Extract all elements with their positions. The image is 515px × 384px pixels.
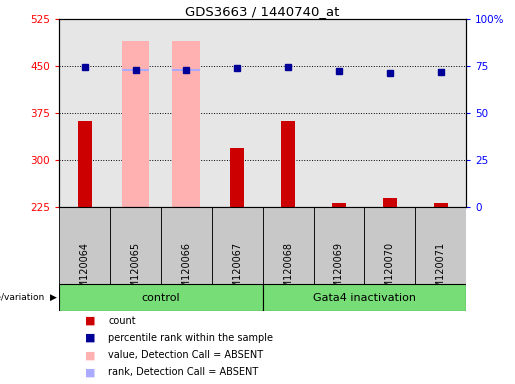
- Bar: [332, 203, 346, 207]
- Bar: [281, 121, 295, 207]
- Bar: [161, 207, 212, 284]
- Bar: [59, 19, 110, 207]
- Bar: [173, 69, 200, 71]
- Text: GSM120069: GSM120069: [334, 242, 344, 301]
- Bar: [161, 19, 212, 207]
- Bar: [314, 207, 364, 284]
- Bar: [434, 203, 448, 207]
- Bar: [212, 207, 263, 284]
- Bar: [415, 207, 466, 284]
- Text: GSM120065: GSM120065: [130, 242, 141, 301]
- Text: ■: ■: [85, 333, 95, 343]
- Bar: [263, 284, 466, 311]
- Bar: [212, 19, 263, 207]
- Text: percentile rank within the sample: percentile rank within the sample: [108, 333, 273, 343]
- Text: GSM120066: GSM120066: [181, 242, 192, 301]
- Bar: [59, 207, 110, 284]
- Text: ■: ■: [85, 367, 95, 377]
- Title: GDS3663 / 1440740_at: GDS3663 / 1440740_at: [185, 5, 340, 18]
- Bar: [364, 19, 415, 207]
- Bar: [415, 19, 466, 207]
- Bar: [110, 19, 161, 207]
- Bar: [122, 41, 149, 207]
- Bar: [59, 284, 263, 311]
- Text: GSM120070: GSM120070: [385, 242, 395, 301]
- Text: GSM120071: GSM120071: [436, 242, 445, 301]
- Text: GSM120064: GSM120064: [80, 242, 90, 301]
- Text: GSM120067: GSM120067: [232, 242, 242, 301]
- Bar: [263, 207, 314, 284]
- Text: ■: ■: [85, 350, 95, 360]
- Text: rank, Detection Call = ABSENT: rank, Detection Call = ABSENT: [108, 367, 259, 377]
- Bar: [173, 41, 200, 207]
- Text: genotype/variation  ▶: genotype/variation ▶: [0, 293, 57, 302]
- Text: GSM120068: GSM120068: [283, 242, 293, 301]
- Bar: [314, 19, 364, 207]
- Bar: [110, 207, 161, 284]
- Text: value, Detection Call = ABSENT: value, Detection Call = ABSENT: [108, 350, 263, 360]
- Text: control: control: [142, 293, 180, 303]
- Bar: [78, 121, 92, 207]
- Bar: [230, 148, 244, 207]
- Bar: [383, 198, 397, 207]
- Bar: [122, 69, 149, 71]
- Text: ■: ■: [85, 316, 95, 326]
- Text: count: count: [108, 316, 136, 326]
- Bar: [263, 19, 314, 207]
- Text: Gata4 inactivation: Gata4 inactivation: [313, 293, 416, 303]
- Bar: [364, 207, 415, 284]
